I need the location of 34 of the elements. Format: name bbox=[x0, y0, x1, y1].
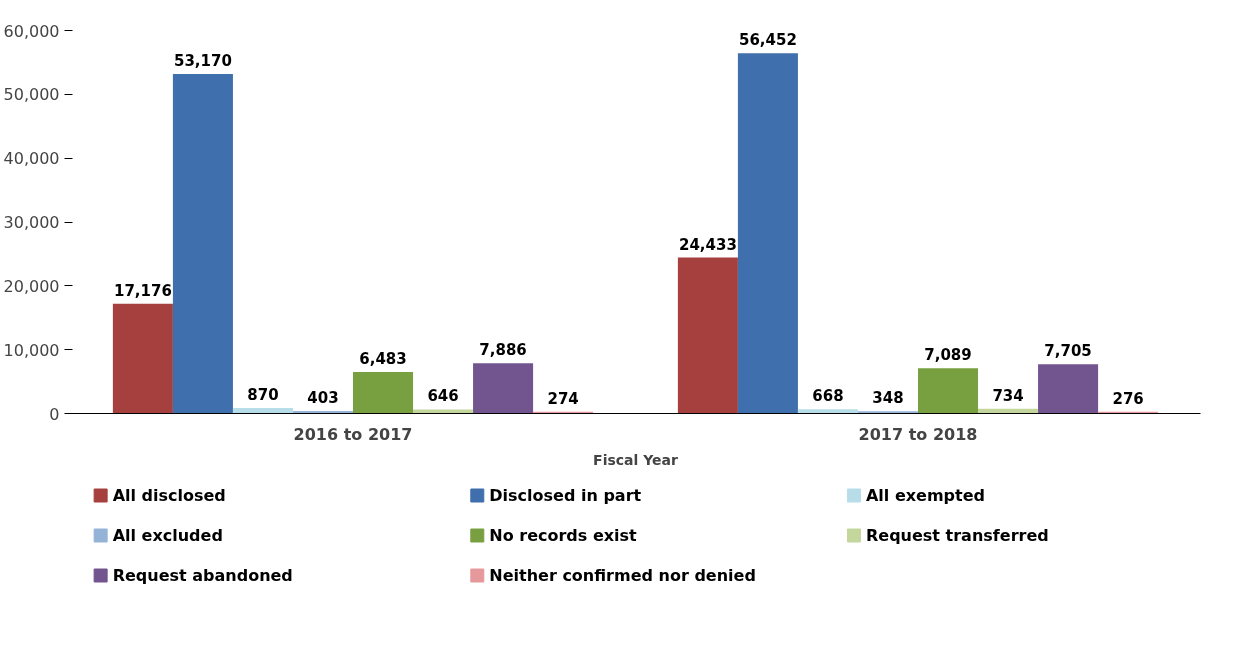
legend-label: All excluded bbox=[112, 526, 223, 545]
legend-label: All disclosed bbox=[112, 486, 226, 505]
data-label: 7,886 bbox=[479, 341, 527, 360]
data-label: 7,705 bbox=[1044, 342, 1092, 361]
y-tick-label: 60,000 bbox=[3, 21, 60, 41]
legend-label: No records exist bbox=[489, 526, 638, 545]
data-label: 276 bbox=[1112, 389, 1144, 408]
y-tick-label: 10,000 bbox=[3, 340, 60, 360]
data-label: 17,176 bbox=[113, 281, 172, 300]
legend-label: Neither confirmed nor denied bbox=[489, 566, 756, 585]
data-label: 646 bbox=[427, 387, 459, 406]
data-label: 53,170 bbox=[173, 52, 232, 71]
y-tick-label: 40,000 bbox=[3, 149, 60, 169]
data-label: 348 bbox=[872, 389, 904, 408]
data-label: 6,483 bbox=[359, 350, 407, 369]
legend-label: Request transferred bbox=[865, 526, 1049, 545]
y-tick-label: 30,000 bbox=[3, 213, 60, 232]
data-label: 403 bbox=[307, 388, 339, 407]
data-label: 870 bbox=[247, 385, 279, 404]
data-label: 668 bbox=[812, 387, 844, 406]
y-tick-label: 50,000 bbox=[3, 85, 60, 105]
legend-label: Request abandoned bbox=[112, 566, 293, 585]
x-tick-label: 2016 to 2017 bbox=[293, 424, 413, 444]
data-label: 56,452 bbox=[738, 31, 797, 50]
legend-label: Disclosed in part bbox=[489, 486, 642, 505]
x-tick-label: 2017 to 2018 bbox=[858, 424, 978, 444]
y-tick-label: 20,000 bbox=[3, 276, 60, 296]
legend-label: All exempted bbox=[865, 486, 985, 505]
y-tick-label: 0 bbox=[49, 404, 60, 424]
data-label: 274 bbox=[547, 389, 579, 408]
x-axis-title: Fiscal Year bbox=[593, 451, 678, 468]
data-label: 24,433 bbox=[678, 235, 737, 254]
data-label: 7,089 bbox=[924, 346, 972, 365]
data-label: 734 bbox=[992, 386, 1024, 405]
